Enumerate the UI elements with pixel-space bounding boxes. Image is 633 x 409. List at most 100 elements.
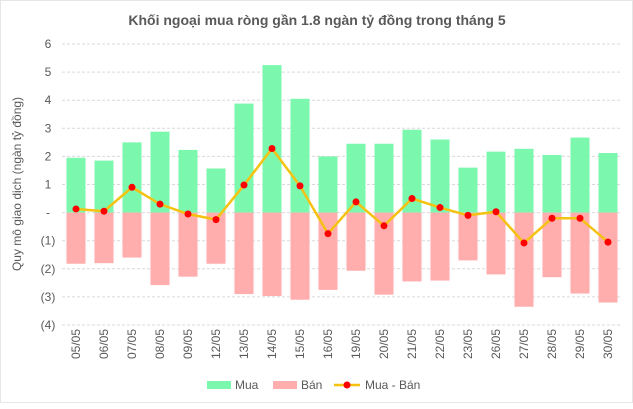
y-tick-label: (3) [41, 290, 56, 304]
legend-swatch [273, 381, 297, 389]
net-point [576, 214, 584, 222]
net-point [464, 211, 472, 219]
x-tick-label: 06/05 [97, 329, 111, 359]
x-tick-label: 21/05 [405, 329, 419, 359]
x-tick-label: 13/05 [237, 329, 251, 359]
bar-ban [122, 212, 142, 258]
net-line-series [72, 145, 612, 247]
y-tick-label: (1) [41, 234, 56, 248]
bar-ban [346, 212, 366, 271]
bar-ban [430, 212, 450, 281]
bar-ban [150, 212, 170, 286]
net-point [436, 204, 444, 212]
net-point [604, 238, 612, 246]
net-point [72, 205, 80, 213]
y-tick-label: 2 [45, 149, 52, 163]
x-tick-label: 26/05 [489, 329, 503, 359]
bar-mua [122, 142, 142, 213]
bar-mua [346, 143, 366, 213]
y-tick-label: 3 [45, 121, 52, 135]
y-tick-label: 6 [45, 37, 52, 51]
bar-ban [290, 212, 310, 300]
net-point [520, 239, 528, 247]
legend-marker [343, 381, 351, 389]
net-point [324, 230, 332, 238]
bar-series [66, 65, 618, 307]
chart-title: Khối ngoại mua ròng gần 1.8 ngàn tỷ đồng… [128, 12, 505, 28]
bar-mua [374, 143, 394, 213]
legend-label: Mua [235, 378, 259, 392]
bar-mua [598, 153, 618, 213]
net-point [156, 200, 164, 208]
x-tick-label: 28/05 [545, 329, 559, 359]
y-axis-label: Quy mô giao dịch (ngàn tỷ đồng) [10, 97, 24, 271]
net-line [75, 146, 609, 245]
grid-lines [62, 43, 622, 326]
x-tick-label: 29/05 [573, 329, 587, 359]
bar-ban [570, 212, 590, 294]
bar-ban [94, 212, 114, 264]
x-tick-label: 14/05 [265, 329, 279, 359]
x-tick-label: 15/05 [293, 329, 307, 359]
x-tick-label: 27/05 [517, 329, 531, 359]
bar-mua [542, 154, 562, 213]
net-point [212, 216, 220, 224]
net-point [296, 182, 304, 190]
y-tick-label: (4) [41, 318, 56, 332]
y-tick-label: (2) [41, 262, 56, 276]
bar-mua [206, 168, 226, 213]
bar-ban [402, 212, 422, 282]
net-point [492, 208, 500, 216]
x-tick-label: 23/05 [461, 329, 475, 359]
bar-ban [374, 212, 394, 295]
bar-mua [514, 148, 534, 213]
bar-ban [486, 212, 506, 275]
bar-mua [262, 65, 282, 213]
net-point [240, 181, 248, 189]
bar-mua [150, 131, 170, 213]
bar-mua [570, 137, 590, 213]
net-point [184, 210, 192, 218]
bar-mua [430, 139, 450, 213]
bar-ban [234, 212, 254, 295]
bar-mua [402, 129, 422, 213]
bar-ban [178, 212, 198, 277]
net-point [548, 214, 556, 222]
bar-mua [234, 103, 254, 213]
bar-mua [458, 167, 478, 213]
y-tick-label: - [46, 206, 50, 220]
bar-mua [66, 157, 86, 213]
x-tick-label: 30/05 [601, 329, 615, 359]
x-tick-label: 07/05 [125, 329, 139, 359]
net-point [352, 198, 360, 206]
net-point [268, 145, 276, 153]
bar-ban [514, 212, 534, 307]
legend-label: Bán [301, 378, 322, 392]
net-point [408, 195, 416, 203]
y-tick-label: 5 [45, 65, 52, 79]
bar-ban [542, 212, 562, 278]
x-tick-label: 19/05 [349, 329, 363, 359]
bar-ban [206, 212, 226, 264]
bar-mua [486, 151, 506, 213]
x-axis-ticks: 05/05 06/05 07/05 08/05 09/05 12/05 13/05 14/05… [69, 329, 615, 359]
x-tick-label: 16/05 [321, 329, 335, 359]
y-axis-ticks: 6 5 4 3 2 1 - (1) (2) (3) (4) [41, 37, 56, 332]
y-tick-label: 4 [45, 93, 52, 107]
x-tick-label: 12/05 [209, 329, 223, 359]
x-tick-label: 22/05 [433, 329, 447, 359]
net-point [380, 222, 388, 230]
y-tick-label: 1 [45, 178, 52, 192]
bar-mua [318, 156, 338, 213]
legend: Mua Bán Mua - Bán [207, 378, 420, 392]
net-point [100, 207, 108, 215]
legend-swatch [207, 381, 231, 389]
bar-mua [94, 160, 114, 213]
x-tick-label: 20/05 [377, 329, 391, 359]
x-tick-label: 08/05 [153, 329, 167, 359]
bar-ban [458, 212, 478, 261]
net-point [128, 183, 136, 191]
bar-mua [178, 149, 198, 213]
